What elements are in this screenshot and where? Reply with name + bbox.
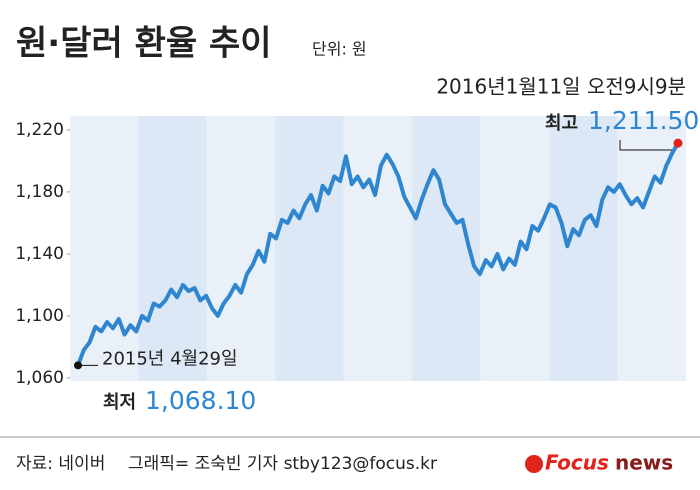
source: 자료: 네이버 — [16, 454, 105, 474]
date-annotation: 2015년 4월29일 — [102, 348, 238, 369]
y-tick-label: 1,060 — [15, 368, 64, 388]
y-tick-label: 1,140 — [15, 244, 64, 264]
min-label: 최저 — [103, 392, 136, 413]
band — [275, 116, 344, 381]
max-value: 1,211.50 — [588, 106, 699, 135]
max-point — [673, 138, 683, 148]
logo-icon — [525, 455, 543, 473]
plot-bands — [70, 116, 686, 381]
y-tick-label: 1,220 — [15, 120, 64, 140]
y-tick-label: 1,180 — [15, 182, 64, 202]
leader — [619, 140, 672, 151]
band — [549, 116, 618, 381]
band — [617, 116, 686, 381]
band — [343, 116, 413, 381]
credit: 그래픽= 조숙빈 기자 stby123@focus.kr — [128, 454, 437, 474]
band — [480, 116, 550, 381]
max-label: 최고 — [545, 113, 578, 134]
band — [70, 116, 139, 381]
logo-news: news — [615, 451, 673, 475]
band — [138, 116, 207, 381]
line — [76, 142, 680, 367]
band — [206, 116, 276, 381]
min-value: 1,068.10 — [145, 386, 256, 415]
logo-focus: Focus — [545, 451, 609, 475]
unit-label: 단위: 원 — [312, 40, 367, 59]
chart-subtitle: 2016년1월11일 오전9시9분 — [436, 75, 686, 99]
chart-title: 원·달러 환율 추이 — [16, 24, 272, 64]
y-tick-label: 1,100 — [15, 306, 64, 326]
